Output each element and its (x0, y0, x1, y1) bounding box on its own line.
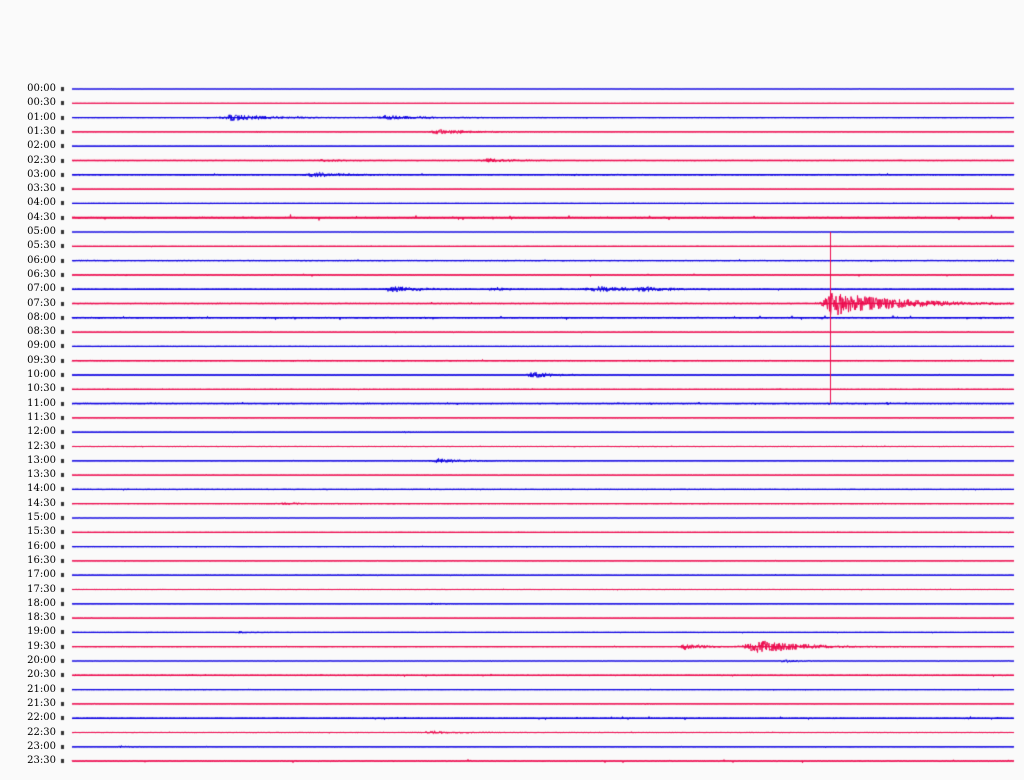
time-tick-label: 09:30 (27, 354, 56, 366)
time-tick-label: 15:00 (27, 512, 56, 523)
time-tick-label: 22:00 (27, 712, 56, 724)
time-tick-label: 16:00 (27, 540, 56, 552)
time-tick-label: 06:30 (27, 268, 56, 280)
time-tick-label: 04:00 (27, 197, 56, 209)
time-tick-label: 10:00 (27, 369, 56, 380)
time-tick-label: 20:00 (27, 655, 56, 666)
time-tick-label: 03:30 (27, 183, 56, 195)
time-tick-label: 19:00 (27, 626, 56, 638)
time-tick-label: 00:30 (27, 97, 56, 109)
time-tick-label: 10:30 (27, 383, 56, 395)
time-tick-label: 17:30 (27, 583, 56, 595)
time-tick-label: 07:30 (27, 297, 56, 309)
time-tick-label: 19:30 (27, 640, 56, 652)
time-tick-label: 09:00 (27, 340, 56, 352)
time-tick-label: 02:30 (27, 154, 56, 166)
time-tick-label: 03:00 (27, 168, 56, 180)
time-tick-label: 23:00 (27, 740, 56, 752)
time-tick-label: 04:30 (27, 211, 56, 223)
time-tick-label: 12:00 (27, 426, 56, 438)
time-tick-label: 00:00 (27, 83, 56, 94)
time-tick-label: 07:00 (27, 283, 56, 295)
time-tick-label: 16:30 (27, 554, 56, 566)
time-tick-label: 06:00 (27, 254, 56, 266)
time-tick-label: 17:00 (27, 569, 56, 581)
time-tick-label: 13:30 (27, 469, 56, 481)
time-tick-label: 05:00 (27, 226, 56, 237)
time-tick-label: 21:00 (27, 683, 56, 695)
time-axis: 00:00 00:30 01:00 01:30 02:00 02:30 03:00 03:30… (0, 0, 62, 780)
time-tick-label: 22:30 (27, 726, 56, 738)
time-tick-label: 14:00 (27, 483, 56, 495)
time-tick-label: 05:30 (27, 240, 56, 252)
time-tick-label: 12:30 (27, 440, 56, 452)
time-tick-label: 23:30 (27, 755, 56, 767)
time-tick-label: 15:30 (27, 526, 56, 538)
time-tick-label: 18:00 (27, 597, 56, 609)
time-tick-label: 08:00 (27, 311, 56, 323)
time-tick-label: 11:00 (27, 397, 56, 409)
time-tick-label: 01:00 (27, 111, 56, 123)
time-tick-label: 11:30 (27, 411, 56, 423)
time-tick-label: 08:30 (27, 326, 56, 338)
time-tick-label: 20:30 (27, 669, 56, 681)
time-tick-label: 01:30 (27, 125, 56, 137)
time-tick-label: 21:30 (27, 697, 56, 709)
time-tick-label: 14:30 (27, 497, 56, 509)
time-tick-label: 18:30 (27, 612, 56, 624)
time-tick-label: 02:00 (27, 140, 56, 152)
time-tick-label: 13:00 (27, 454, 56, 466)
